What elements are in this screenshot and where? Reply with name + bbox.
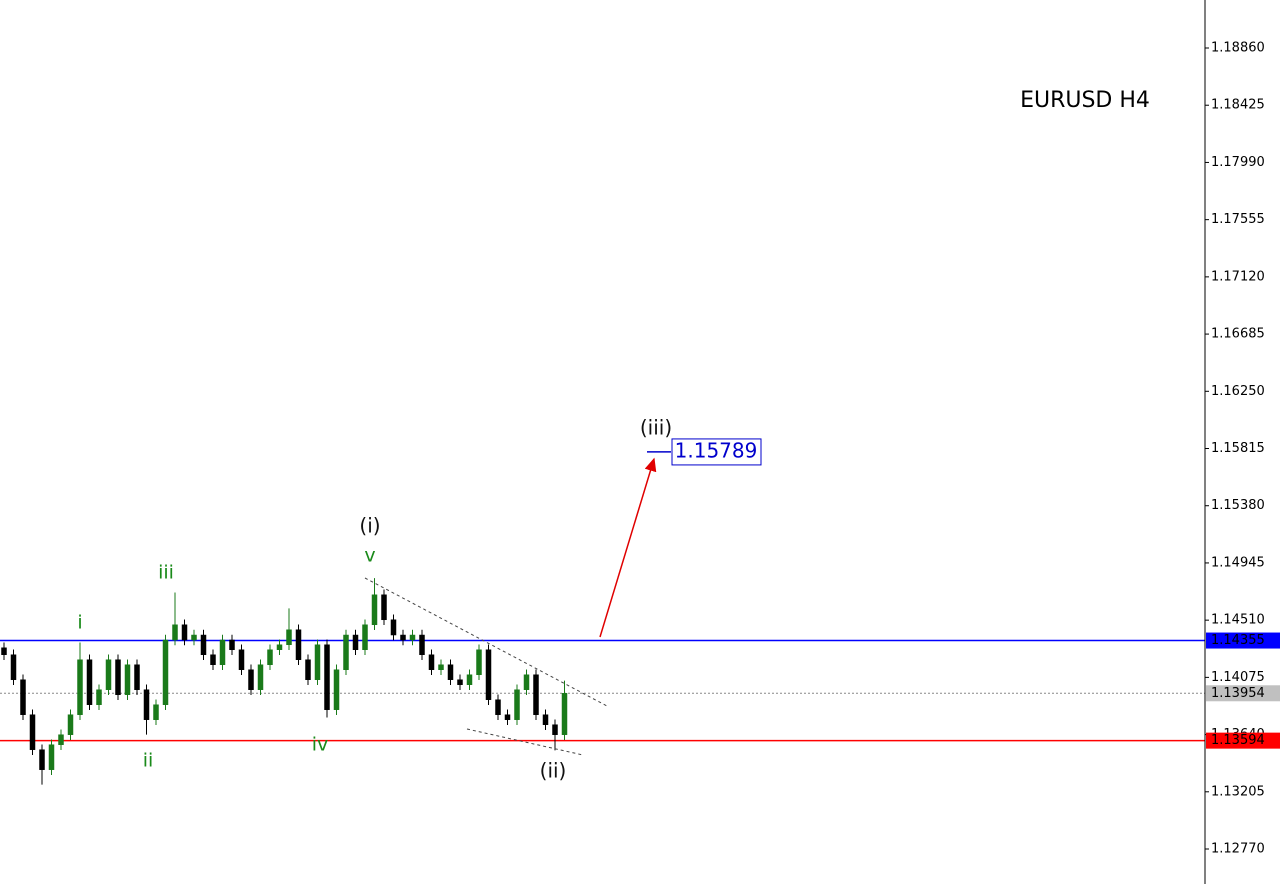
candle-body <box>457 679 463 685</box>
candle-body <box>495 699 501 715</box>
candle-body <box>1 647 7 655</box>
candle-body <box>143 689 150 720</box>
candle-body <box>58 734 64 745</box>
candle-body <box>191 634 197 641</box>
y-tick-label: 1.18860 <box>1211 41 1265 56</box>
price-tag-label: 1.13954 <box>1211 686 1265 701</box>
candle-body <box>105 659 112 690</box>
candle-body <box>447 664 454 680</box>
candle-body <box>381 594 387 621</box>
projection-arrow <box>599 457 657 638</box>
wave-label: i <box>77 612 82 634</box>
candle-body <box>115 659 121 695</box>
wave-label: iii <box>158 562 174 584</box>
candle-body <box>276 644 283 650</box>
candle-body <box>77 659 83 715</box>
wave-label: iv <box>312 734 329 756</box>
candle-body <box>333 669 340 710</box>
candle-body <box>362 624 368 650</box>
wave-label: (ii) <box>540 759 567 783</box>
candle-body <box>390 619 397 636</box>
price-tag-label: 1.13594 <box>1211 733 1265 748</box>
candle-body <box>229 639 235 650</box>
candle-body <box>305 659 311 680</box>
candle-body <box>153 704 159 720</box>
candle-body <box>504 714 511 720</box>
candle-body <box>238 649 245 670</box>
trendline <box>364 577 608 707</box>
price-tag <box>1206 732 1280 749</box>
candle-body <box>400 634 406 641</box>
candle-body <box>257 664 264 690</box>
y-tick-label: 1.18425 <box>1211 98 1265 113</box>
y-tick-label: 1.14945 <box>1211 555 1265 570</box>
y-tick-label: 1.16685 <box>1211 327 1265 342</box>
candle-body <box>352 634 359 650</box>
y-tick-label: 1.17120 <box>1211 269 1265 284</box>
trendline <box>466 728 584 756</box>
candle-body <box>181 624 188 641</box>
target-label: 1.15789 <box>675 438 758 462</box>
candle-body <box>343 634 349 670</box>
price-tag-label: 1.14355 <box>1211 633 1265 648</box>
candle-body <box>10 654 17 680</box>
candle-body <box>523 674 530 690</box>
candle-body <box>67 714 74 735</box>
price-tag <box>1206 685 1280 702</box>
candle-body <box>438 664 444 670</box>
candle-body <box>219 639 226 665</box>
candle-body <box>162 639 169 705</box>
candle-body <box>561 693 568 735</box>
chart-title: EURUSD H4 <box>1020 88 1150 113</box>
y-tick-label: 1.17990 <box>1211 155 1265 170</box>
y-tick-label: 1.14510 <box>1211 613 1265 628</box>
candle-body <box>29 714 36 750</box>
wave-label: (iii) <box>640 416 672 440</box>
candle-body <box>295 629 302 660</box>
candle-body <box>428 654 435 670</box>
candle-body <box>542 714 549 725</box>
candle-body <box>124 664 131 695</box>
candle-body <box>409 634 416 641</box>
candle-body <box>86 659 93 705</box>
y-tick-label: 1.13205 <box>1211 784 1265 799</box>
price-tag <box>1206 632 1280 649</box>
wave-label: (i) <box>359 514 380 538</box>
candle-body <box>134 664 140 690</box>
candle-body <box>210 654 216 665</box>
candle-body <box>552 724 558 735</box>
candle-body <box>172 624 178 641</box>
y-tick-label: 1.12770 <box>1211 842 1265 857</box>
candle-body <box>96 689 102 705</box>
y-tick-label: 1.14075 <box>1211 670 1265 685</box>
candle-body <box>371 594 378 626</box>
candle-body <box>286 629 292 646</box>
candle-body <box>485 649 492 700</box>
candle-body <box>419 634 425 655</box>
candle-body <box>200 634 207 655</box>
candle-body <box>20 679 26 715</box>
wave-label: v <box>364 545 375 567</box>
candle-body <box>324 644 330 710</box>
candle-body <box>466 674 473 685</box>
target-box <box>671 438 762 466</box>
candle-body <box>267 649 273 665</box>
y-tick-label: 1.15380 <box>1211 498 1265 513</box>
candle-body <box>48 744 55 770</box>
candle-body <box>476 649 482 675</box>
y-tick-label: 1.16250 <box>1211 384 1265 399</box>
candle-body <box>314 644 321 680</box>
candle-body <box>248 669 254 690</box>
wave-label: ii <box>143 750 154 772</box>
y-tick-label: 1.15815 <box>1211 441 1265 456</box>
y-tick-label: 1.17555 <box>1211 212 1265 227</box>
candle-body <box>514 689 520 720</box>
candle-body <box>39 749 45 770</box>
candle-body <box>533 674 539 715</box>
